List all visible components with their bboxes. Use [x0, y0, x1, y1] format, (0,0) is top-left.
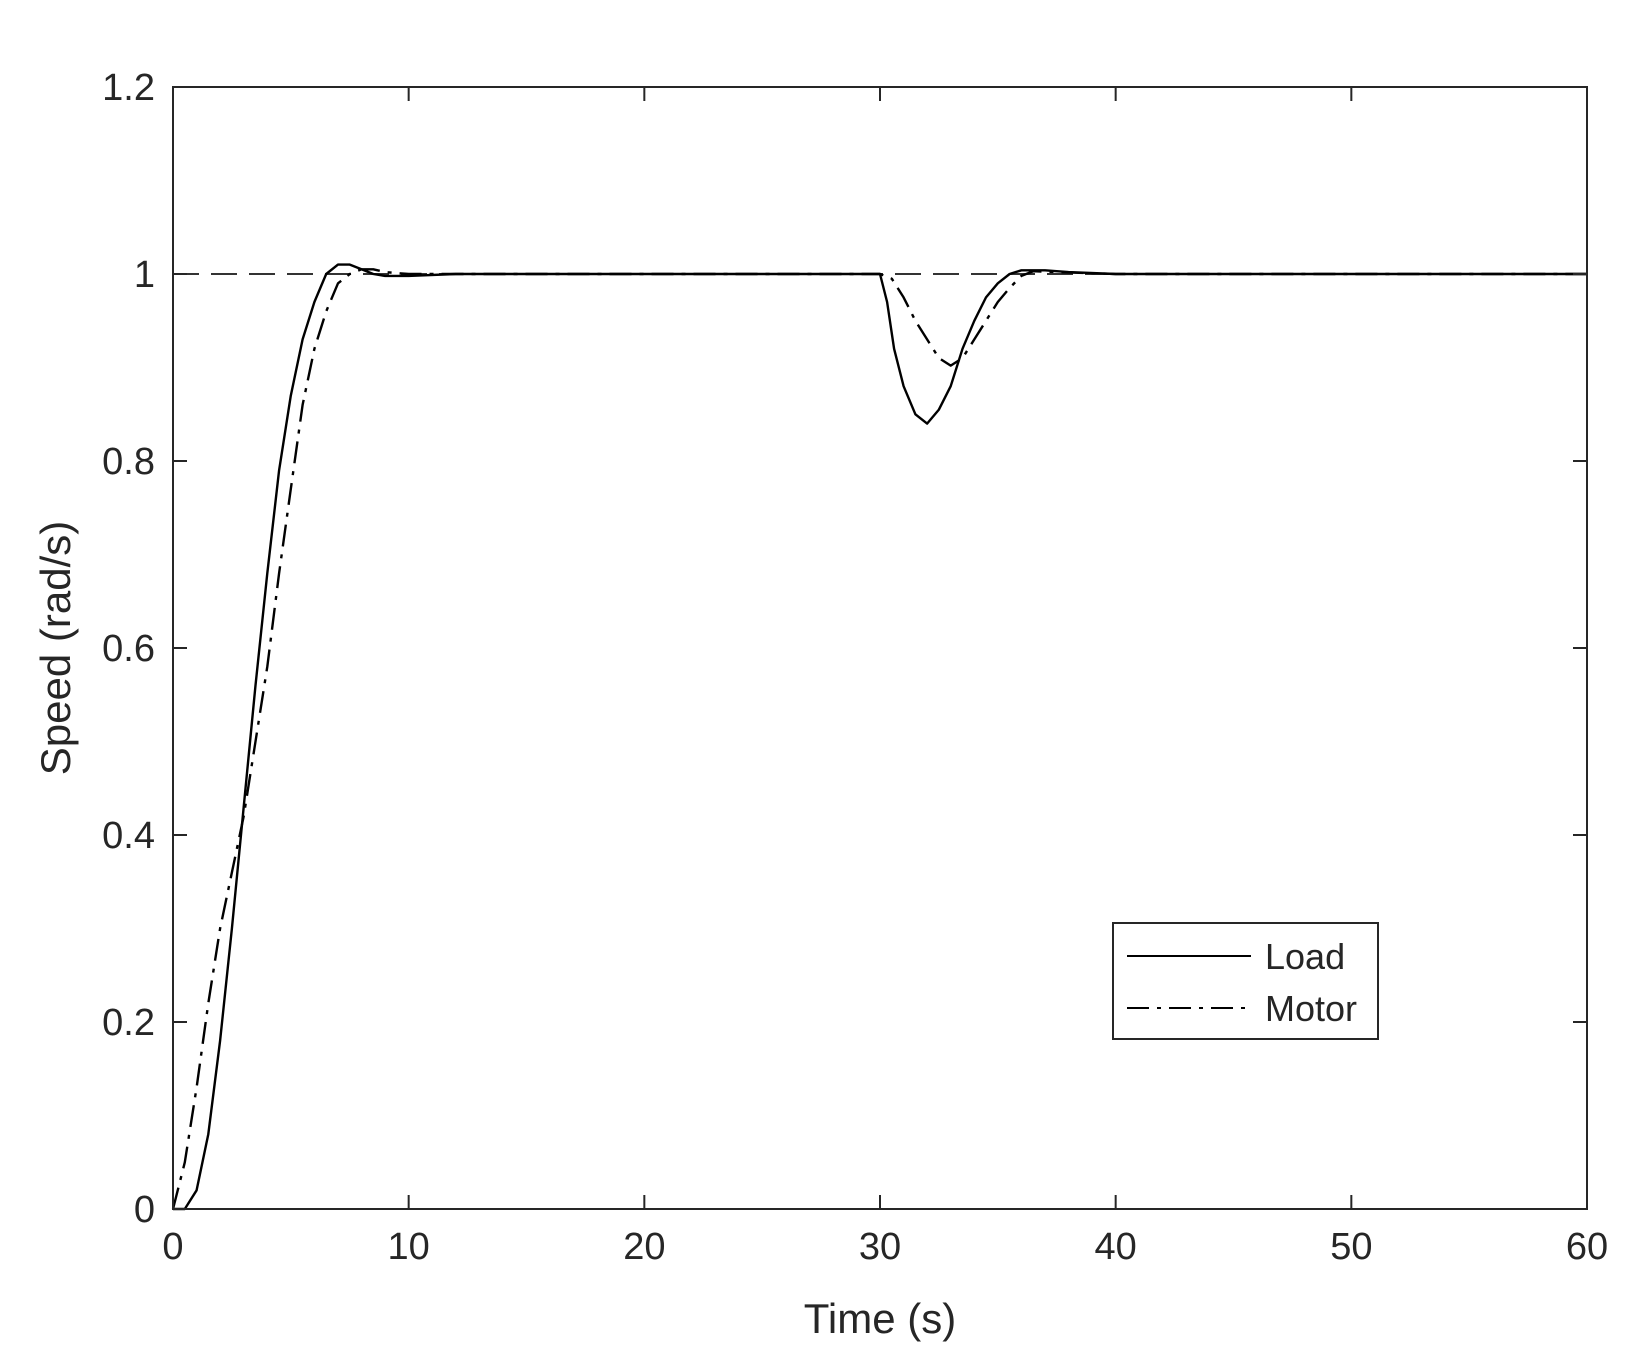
- legend-label-load: Load: [1265, 936, 1345, 977]
- x-tick-label: 30: [859, 1226, 901, 1268]
- legend-label-motor: Motor: [1265, 988, 1357, 1029]
- x-axis-label: Time (s): [804, 1295, 956, 1342]
- y-tick-label: 0.8: [102, 441, 155, 483]
- x-tick-label: 0: [162, 1226, 183, 1268]
- legend: Load Motor: [1112, 922, 1379, 1040]
- legend-box: [1112, 922, 1379, 1040]
- y-tick-label: 0.6: [102, 628, 155, 670]
- series-layer: [171, 263, 1587, 1211]
- x-tick-label: 50: [1330, 1226, 1372, 1268]
- y-tick-label: 0: [134, 1189, 155, 1231]
- x-tick-label: 40: [1095, 1226, 1137, 1268]
- y-tick-label: 1: [134, 254, 155, 296]
- tick-layer: 0 10 20 30 40 50 60 0 0.2 0.4 0.6 0.8 1 1.2: [102, 67, 1608, 1268]
- series-line-motor: [171, 268, 1587, 1210]
- x-tick-label: 20: [623, 1226, 665, 1268]
- y-tick-label: 0.4: [102, 815, 155, 857]
- x-tick-label: 10: [388, 1226, 430, 1268]
- y-tick-label: 0.2: [102, 1002, 155, 1044]
- x-tick-label: 60: [1566, 1226, 1608, 1268]
- y-tick-label: 1.2: [102, 67, 155, 109]
- y-axis-label: Speed (rad/s): [32, 521, 79, 775]
